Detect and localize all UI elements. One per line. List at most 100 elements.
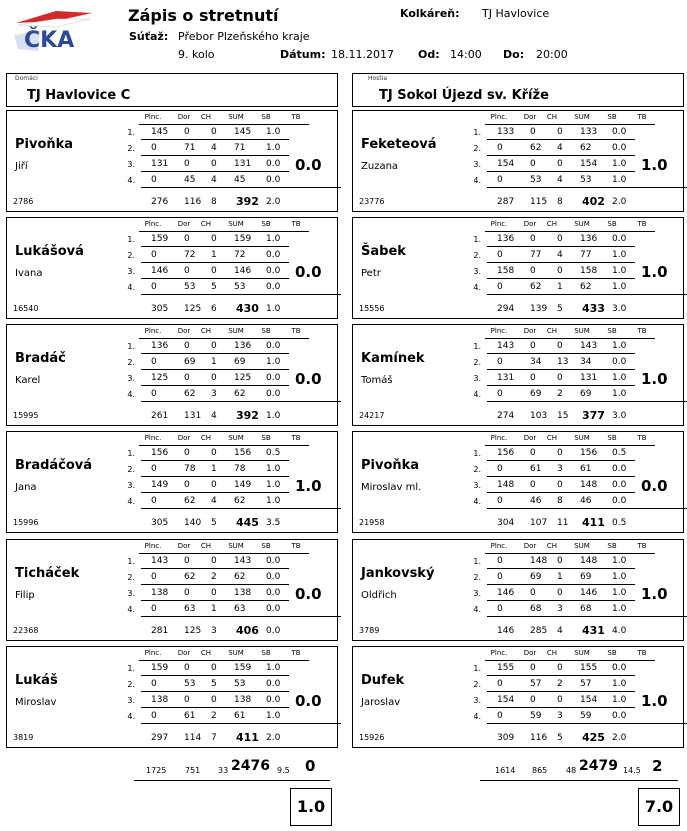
total-cell: 2.0 [266,197,281,207]
column-header: Plnc. [490,327,508,335]
header-rule [139,124,309,125]
total-cell: 402 [582,195,605,208]
score-cell: 4 [211,496,217,506]
score-cell: 0 [497,464,503,474]
score-cell: 1.0 [266,127,281,137]
score-cell: 154 [580,159,598,169]
away-player-block: Dufek Jaroslav 15926 1.0 Plnc. Dor CH SUM SB TB 1.… [352,646,687,748]
score-cell: 0 [557,341,563,351]
score-cell: 3 [211,389,217,399]
score-cell: 0.0 [266,556,281,566]
row-number: 2. [473,680,481,689]
column-header: CH [200,434,212,442]
score-cell: 143 [497,341,515,351]
header-rule [139,660,309,661]
row-rule [141,492,289,493]
row-rule [487,691,635,692]
score-cell: 45 [234,175,246,185]
score-cell: 0 [557,695,563,705]
total-cell: 2.0 [612,733,627,743]
score-cell: 1.0 [612,588,627,598]
score-cell: 0 [557,127,563,137]
player-registration-number: 22368 [13,626,39,635]
score-cell: 62 [184,496,196,506]
score-cell: 125 [234,373,252,383]
score-cell: 0 [530,448,536,458]
player-match-point: 1.0 [641,156,668,174]
score-cell: 1.0 [612,250,627,260]
score-cell: 136 [234,341,252,351]
header-rule [485,124,655,125]
score-cell: 0 [151,679,157,689]
row-rule [487,508,687,509]
total-cell: 276 [151,197,169,207]
score-cell: 0 [184,341,190,351]
score-cell: 0 [557,663,563,673]
away-match-points: 2 [652,757,663,775]
score-cell: 146 [497,588,515,598]
score-cell: 159 [151,663,169,673]
score-cell: 0 [151,175,157,185]
score-cell: 0 [151,143,157,153]
score-cell: 0.0 [612,496,627,506]
column-header: Dor [523,113,537,121]
column-header: SB [607,327,617,335]
score-cell: 0 [211,663,217,673]
score-cell: 57 [530,679,542,689]
column-header: SB [261,542,271,550]
score-cell: 1 [211,357,217,367]
score-cell: 148 [580,480,598,490]
player-surname: Pivoňka [361,458,420,473]
column-header: SUM [228,649,244,657]
total-cell: 305 [151,304,169,314]
column-header: SUM [574,220,590,228]
header-rule [485,338,655,339]
row-number: 4. [473,497,481,506]
player-match-point: 0.0 [641,477,668,495]
score-cell: 0 [497,711,503,721]
player-given-name: Miroslav [15,697,57,708]
score-cell: 0.0 [266,159,281,169]
score-cell: 71 [184,143,196,153]
total-cell: 131 [184,411,202,421]
row-number: 4. [473,283,481,292]
row-number: 1. [473,449,481,458]
score-cell: 0 [530,234,536,244]
score-cell: 53 [580,175,592,185]
score-cell: 0.0 [266,679,281,689]
player-registration-number: 21958 [359,518,385,527]
score-cell: 69 [530,572,542,582]
score-cell: 0.0 [266,695,281,705]
total-cell: 116 [530,733,548,743]
column-header: TB [291,434,301,442]
column-header: Plnc. [490,113,508,121]
score-cell: 0 [211,480,217,490]
player-registration-number: 15995 [13,411,39,420]
player-given-name: Karel [15,375,41,386]
total-cell: 1.0 [266,304,281,314]
away-total-sb: 14.5 [623,766,641,775]
column-header: Plnc. [144,434,162,442]
row-rule [487,584,635,585]
score-cell: 0 [497,679,503,689]
score-cell: 146 [234,266,252,276]
score-cell: 0 [184,266,190,276]
score-cell: 0.0 [266,389,281,399]
score-cell: 145 [234,127,252,137]
total-cell: 285 [530,626,548,636]
score-cell: 0 [530,480,536,490]
player-match-point: 1.0 [641,263,668,281]
column-header: Plnc. [490,434,508,442]
row-number: 4. [127,605,135,614]
total-cell: 281 [151,626,169,636]
row-rule [141,262,289,263]
score-cell: 2 [211,572,217,582]
score-cell: 59 [580,711,592,721]
column-header: SB [261,327,271,335]
header-rule [139,231,309,232]
score-cell: 61 [234,711,246,721]
datum-value: 18.11.2017 [331,48,394,61]
score-cell: 3 [557,604,563,614]
score-cell: 145 [151,127,169,137]
score-cell: 62 [184,389,196,399]
